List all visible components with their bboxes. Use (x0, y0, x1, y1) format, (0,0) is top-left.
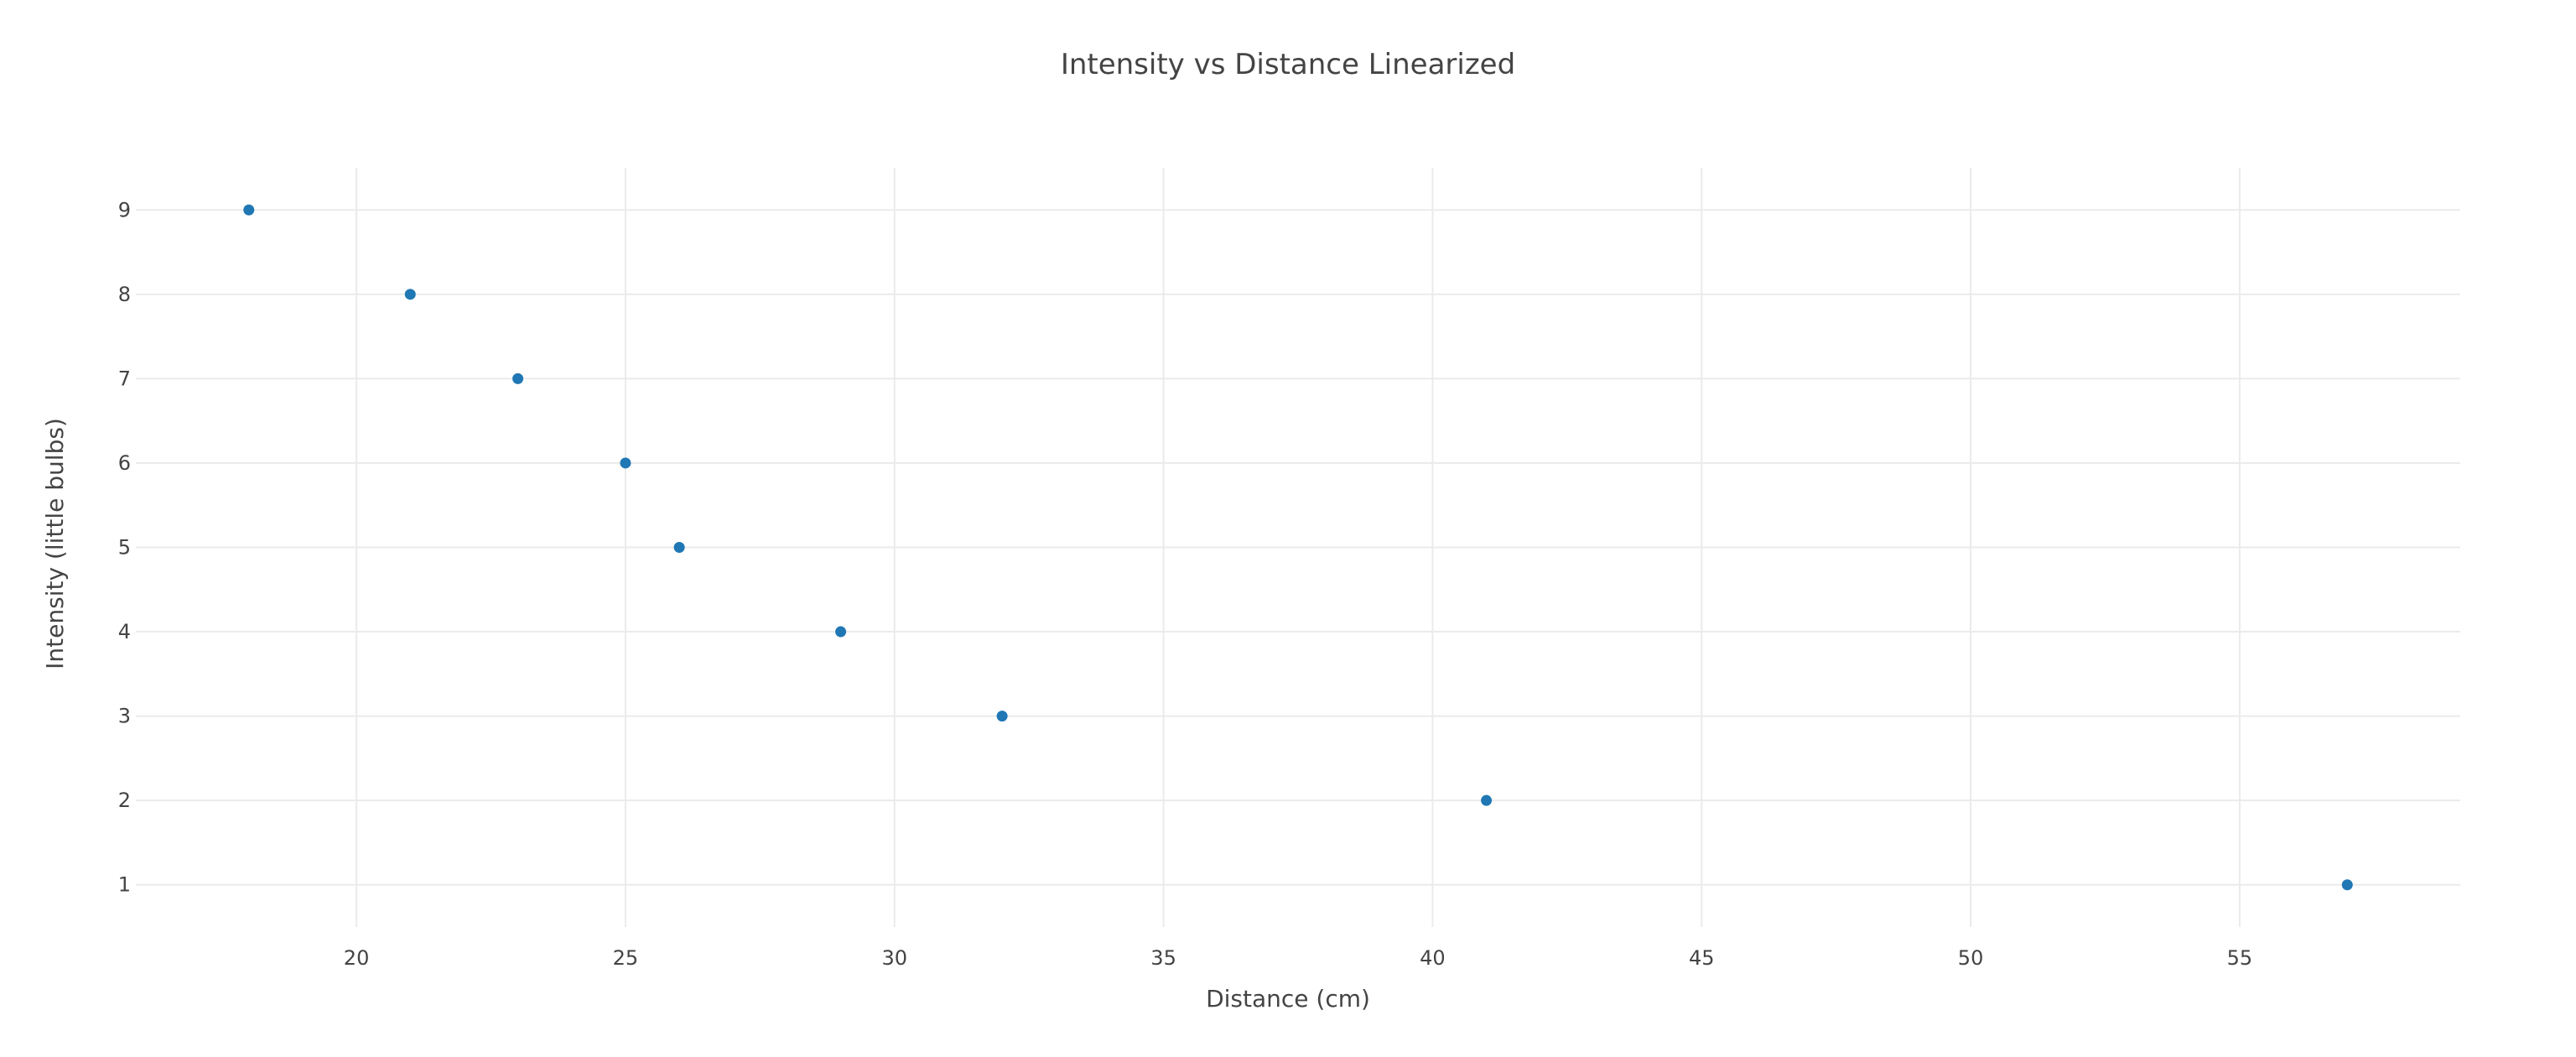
y-tick-label: 7 (118, 367, 131, 390)
data-point[interactable] (996, 711, 1008, 722)
x-tick-label: 55 (2227, 946, 2253, 970)
x-tick-label: 35 (1150, 946, 1176, 970)
y-tick-label: 4 (118, 620, 131, 643)
data-point[interactable] (243, 204, 255, 216)
y-tick-label: 1 (118, 873, 131, 897)
x-tick-label: 30 (881, 946, 907, 970)
data-point[interactable] (2341, 879, 2353, 891)
x-tick-label: 20 (344, 946, 370, 970)
grid-layer (136, 168, 2460, 927)
chart-title: Intensity vs Distance Linearized (1061, 48, 1515, 81)
y-tick-label: 9 (118, 198, 131, 221)
y-tick-label: 3 (118, 705, 131, 728)
y-axis-title: Intensity (little bulbs) (41, 418, 69, 669)
x-tick-label: 45 (1689, 946, 1715, 970)
y-tick-label: 8 (118, 283, 131, 306)
data-point[interactable] (673, 542, 685, 553)
y-tick-label: 5 (118, 536, 131, 560)
data-point[interactable] (835, 626, 847, 638)
data-point[interactable] (1481, 794, 1493, 806)
data-point[interactable] (512, 372, 524, 384)
data-point[interactable] (620, 457, 631, 469)
x-axis-title: Distance (cm) (1206, 985, 1370, 1013)
x-tick-label: 40 (1420, 946, 1446, 970)
y-tick-label: 6 (118, 451, 131, 475)
x-tick-label: 50 (1958, 946, 1984, 970)
x-tick-label: 25 (613, 946, 639, 970)
point-layer (243, 204, 2353, 891)
y-tick-label: 2 (118, 789, 131, 812)
data-point[interactable] (404, 289, 416, 300)
